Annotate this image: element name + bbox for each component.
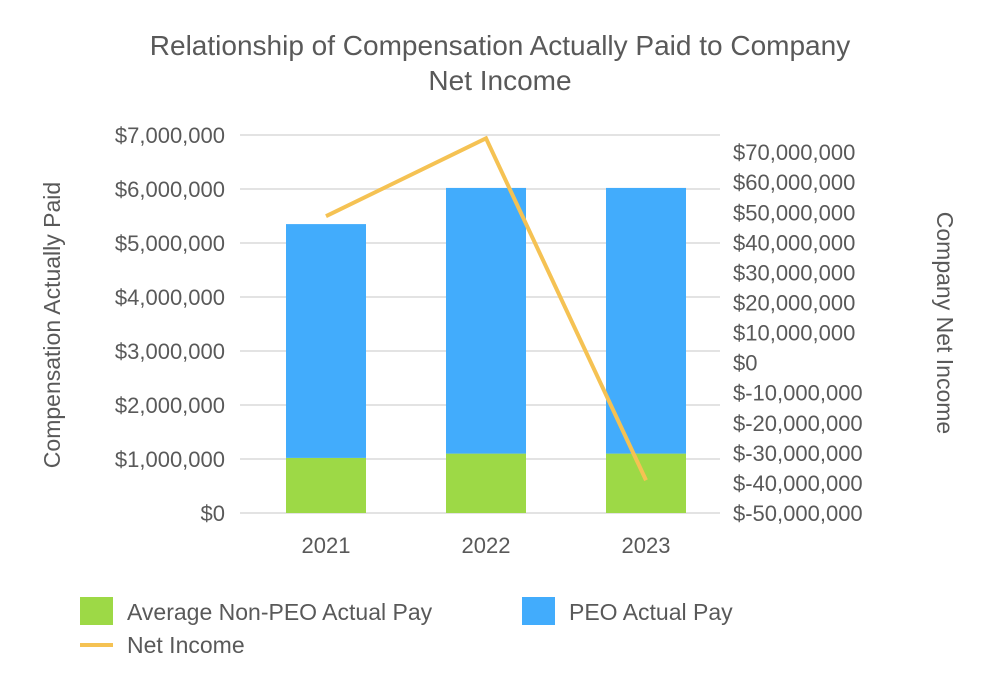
y2-tick-label: $70,000,000 <box>733 140 855 165</box>
y-axis-label: Compensation Actually Paid <box>39 182 65 468</box>
y2-tick-label: $-10,000,000 <box>733 381 863 406</box>
y-tick-label: $2,000,000 <box>115 393 225 418</box>
bar-peo-2023 <box>606 187 686 454</box>
bar-non-peo-2021 <box>286 457 366 513</box>
y2-axis-label: Company Net Income <box>932 212 958 434</box>
x-tick-label: 2022 <box>462 533 511 558</box>
bar-non-peo-2022 <box>446 453 526 513</box>
legend-label-peo: PEO Actual Pay <box>569 599 733 625</box>
y-tick-label: $7,000,000 <box>115 123 225 148</box>
chart-title-line-2: Net Income <box>428 65 571 96</box>
legend: Average Non-PEO Actual Pay PEO Actual Pa… <box>80 597 733 658</box>
y2-tick-label: $-20,000,000 <box>733 411 863 436</box>
y2-tick-label: $-50,000,000 <box>733 501 863 526</box>
y2-tick-label: $-30,000,000 <box>733 441 863 466</box>
y2-tick-label: $50,000,000 <box>733 200 855 225</box>
x-tick-label: 2021 <box>302 533 351 558</box>
legend-label-net-income: Net Income <box>127 632 245 658</box>
y-tick-label: $0 <box>201 501 225 526</box>
y2-tick-label: $0 <box>733 351 757 376</box>
bar-peo-2022 <box>446 187 526 454</box>
bar-peo-2021 <box>286 224 366 458</box>
y2-tick-label: $40,000,000 <box>733 230 855 255</box>
y2-tick-label: $30,000,000 <box>733 260 855 285</box>
y-tick-label: $5,000,000 <box>115 231 225 256</box>
y-tick-label: $3,000,000 <box>115 339 225 364</box>
y2-tick-label: $60,000,000 <box>733 170 855 195</box>
y2-tick-label: $20,000,000 <box>733 290 855 315</box>
legend-label-non-peo: Average Non-PEO Actual Pay <box>127 599 433 625</box>
chart-title-line-1: Relationship of Compensation Actually Pa… <box>150 30 850 61</box>
y-tick-label: $6,000,000 <box>115 177 225 202</box>
y-tick-label: $1,000,000 <box>115 447 225 472</box>
x-tick-label: 2023 <box>622 533 671 558</box>
bar-non-peo-2023 <box>606 453 686 513</box>
y2-tick-label: $10,000,000 <box>733 321 855 346</box>
y-tick-label: $4,000,000 <box>115 285 225 310</box>
legend-swatch-non-peo <box>80 597 113 625</box>
y2-tick-label: $-40,000,000 <box>733 471 863 496</box>
legend-swatch-peo <box>522 597 555 625</box>
